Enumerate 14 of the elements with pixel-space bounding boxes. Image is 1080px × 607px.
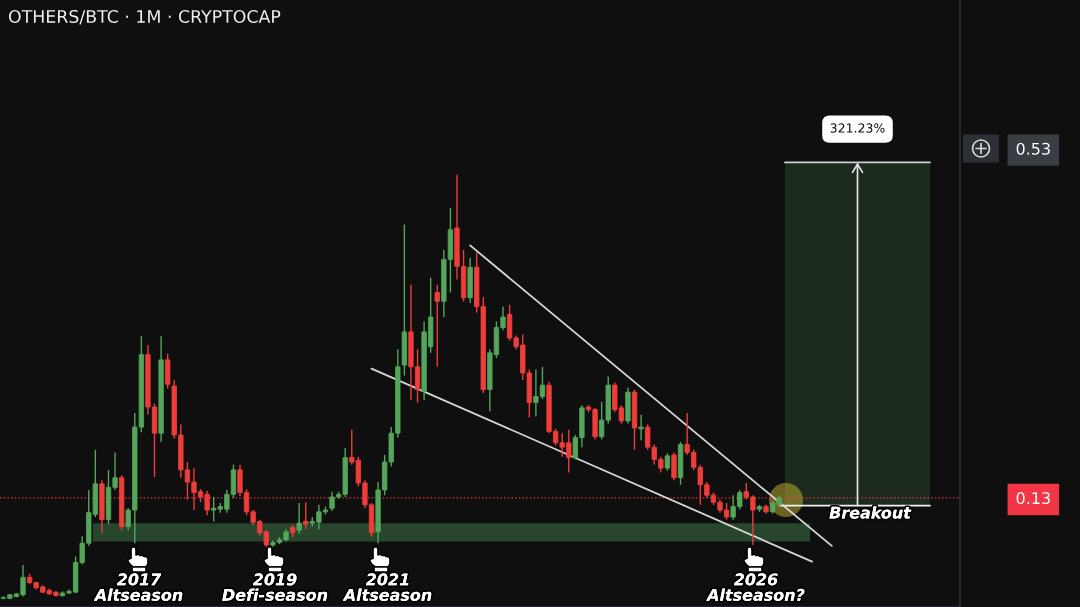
- candlestick: [671, 451, 677, 482]
- candlestick: [296, 502, 302, 535]
- annotation: 2026 Altseason?: [706, 573, 805, 601]
- annotation: 2017 Altseason: [93, 573, 183, 601]
- annotation: Breakout: [829, 506, 912, 519]
- annotation: 2019 Defi-season: [222, 573, 328, 601]
- candlestick: [434, 284, 440, 368]
- chart-title: OTHERS/BTC · 1M · CRYPTOCAP: [8, 9, 281, 25]
- y-tick-label: 0.53: [1016, 142, 1050, 155]
- candlestick: [303, 501, 309, 530]
- band-label: 321.23%: [830, 123, 885, 133]
- y-tick-label: 0.13: [1016, 492, 1050, 505]
- annotation: 2021 Altseason: [342, 573, 432, 601]
- candlestick: [638, 414, 644, 441]
